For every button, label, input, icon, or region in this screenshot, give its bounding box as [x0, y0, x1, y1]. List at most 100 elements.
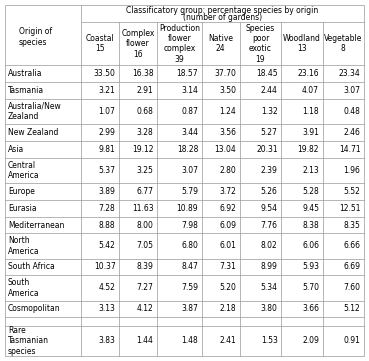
Text: 8.02: 8.02: [261, 242, 278, 251]
Text: 0.91: 0.91: [344, 336, 361, 345]
Text: South Africa: South Africa: [8, 262, 55, 271]
Text: 7.27: 7.27: [137, 283, 154, 292]
Text: 4.07: 4.07: [302, 86, 319, 95]
Text: 19.82: 19.82: [298, 145, 319, 154]
Text: 3.25: 3.25: [137, 166, 154, 175]
Text: 5.37: 5.37: [99, 166, 115, 175]
Text: 7.31: 7.31: [220, 262, 236, 271]
Text: 5.79: 5.79: [181, 187, 198, 196]
Text: 8.47: 8.47: [182, 262, 198, 271]
Text: 18.28: 18.28: [177, 145, 198, 154]
Text: Vegetable
8: Vegetable 8: [324, 34, 362, 53]
Text: 5.26: 5.26: [261, 187, 278, 196]
Text: 3.72: 3.72: [220, 187, 236, 196]
Text: 7.05: 7.05: [137, 242, 154, 251]
Text: 3.07: 3.07: [181, 166, 198, 175]
Text: Species
poor
exotic
19: Species poor exotic 19: [246, 23, 275, 64]
Text: Coastal
15: Coastal 15: [86, 34, 114, 53]
Text: 23.16: 23.16: [297, 69, 319, 78]
Text: 1.07: 1.07: [99, 107, 115, 116]
Text: 9.45: 9.45: [302, 204, 319, 213]
Text: 1.18: 1.18: [303, 107, 319, 116]
Text: 3.13: 3.13: [99, 304, 115, 313]
Text: 2.46: 2.46: [344, 128, 361, 137]
Text: 6.06: 6.06: [302, 242, 319, 251]
Text: 3.89: 3.89: [99, 187, 115, 196]
Text: 10.89: 10.89: [177, 204, 198, 213]
Text: Eurasia: Eurasia: [8, 204, 37, 213]
Text: 2.18: 2.18: [220, 304, 236, 313]
Text: 13.04: 13.04: [214, 145, 236, 154]
Text: North
America: North America: [8, 236, 39, 256]
Text: 3.83: 3.83: [99, 336, 115, 345]
Text: 6.80: 6.80: [182, 242, 198, 251]
Text: 9.54: 9.54: [261, 204, 278, 213]
Text: 6.77: 6.77: [137, 187, 154, 196]
Text: Asia: Asia: [8, 145, 24, 154]
Text: 7.76: 7.76: [261, 221, 278, 230]
Text: 3.28: 3.28: [137, 128, 154, 137]
Text: Native
24: Native 24: [208, 34, 233, 53]
Text: 2.09: 2.09: [302, 336, 319, 345]
Text: 6.01: 6.01: [220, 242, 236, 251]
Text: (number of gardens): (number of gardens): [183, 13, 262, 22]
Text: 6.92: 6.92: [220, 204, 236, 213]
Text: 2.39: 2.39: [261, 166, 278, 175]
Text: 3.50: 3.50: [219, 86, 236, 95]
Text: 8.88: 8.88: [99, 221, 115, 230]
Text: 8.39: 8.39: [137, 262, 154, 271]
Text: Rare
Tasmanian
species: Rare Tasmanian species: [8, 326, 49, 356]
Text: 2.80: 2.80: [220, 166, 236, 175]
Text: 14.71: 14.71: [339, 145, 361, 154]
Text: 19.12: 19.12: [132, 145, 154, 154]
Text: 1.48: 1.48: [182, 336, 198, 345]
Text: 7.60: 7.60: [344, 283, 361, 292]
Text: Australia/New
Zealand: Australia/New Zealand: [8, 102, 62, 121]
Text: 7.28: 7.28: [99, 204, 115, 213]
Text: 5.42: 5.42: [99, 242, 115, 251]
Text: 0.68: 0.68: [137, 107, 154, 116]
Text: 3.66: 3.66: [302, 304, 319, 313]
Text: 1.44: 1.44: [137, 336, 154, 345]
Text: Tasmania: Tasmania: [8, 86, 44, 95]
Text: 7.59: 7.59: [181, 283, 198, 292]
Text: 5.34: 5.34: [261, 283, 278, 292]
Text: 18.57: 18.57: [177, 69, 198, 78]
Text: 6.66: 6.66: [344, 242, 361, 251]
Text: 3.56: 3.56: [219, 128, 236, 137]
Text: 8.38: 8.38: [302, 221, 319, 230]
Text: South
America: South America: [8, 278, 39, 298]
Text: 3.80: 3.80: [261, 304, 278, 313]
Text: Production
flower
complex
39: Production flower complex 39: [159, 23, 200, 64]
Text: Origin of
species: Origin of species: [19, 27, 52, 47]
Text: 3.87: 3.87: [182, 304, 198, 313]
Text: 10.37: 10.37: [94, 262, 115, 271]
Text: 3.91: 3.91: [302, 128, 319, 137]
Text: 3.07: 3.07: [344, 86, 361, 95]
Text: 6.69: 6.69: [344, 262, 361, 271]
Text: 1.96: 1.96: [344, 166, 361, 175]
Text: 2.41: 2.41: [220, 336, 236, 345]
Text: Mediterranean: Mediterranean: [8, 221, 64, 230]
Text: 9.81: 9.81: [99, 145, 115, 154]
Text: 11.63: 11.63: [132, 204, 154, 213]
Text: Woodland
13: Woodland 13: [283, 34, 321, 53]
Text: 3.21: 3.21: [99, 86, 115, 95]
Text: 5.12: 5.12: [344, 304, 361, 313]
Text: Europe: Europe: [8, 187, 35, 196]
Text: 2.91: 2.91: [137, 86, 154, 95]
Text: 16.38: 16.38: [132, 69, 154, 78]
Text: 5.93: 5.93: [302, 262, 319, 271]
Text: 8.99: 8.99: [261, 262, 278, 271]
Text: Cosmopolitan: Cosmopolitan: [8, 304, 61, 313]
Text: Complex
flower
16: Complex flower 16: [121, 29, 155, 58]
Text: 3.44: 3.44: [181, 128, 198, 137]
Text: 4.52: 4.52: [99, 283, 115, 292]
Text: Central
America: Central America: [8, 161, 39, 180]
Text: New Zealand: New Zealand: [8, 128, 58, 137]
Text: 5.70: 5.70: [302, 283, 319, 292]
Text: 8.00: 8.00: [137, 221, 154, 230]
Text: 2.44: 2.44: [261, 86, 278, 95]
Text: 5.28: 5.28: [302, 187, 319, 196]
Text: 37.70: 37.70: [214, 69, 236, 78]
